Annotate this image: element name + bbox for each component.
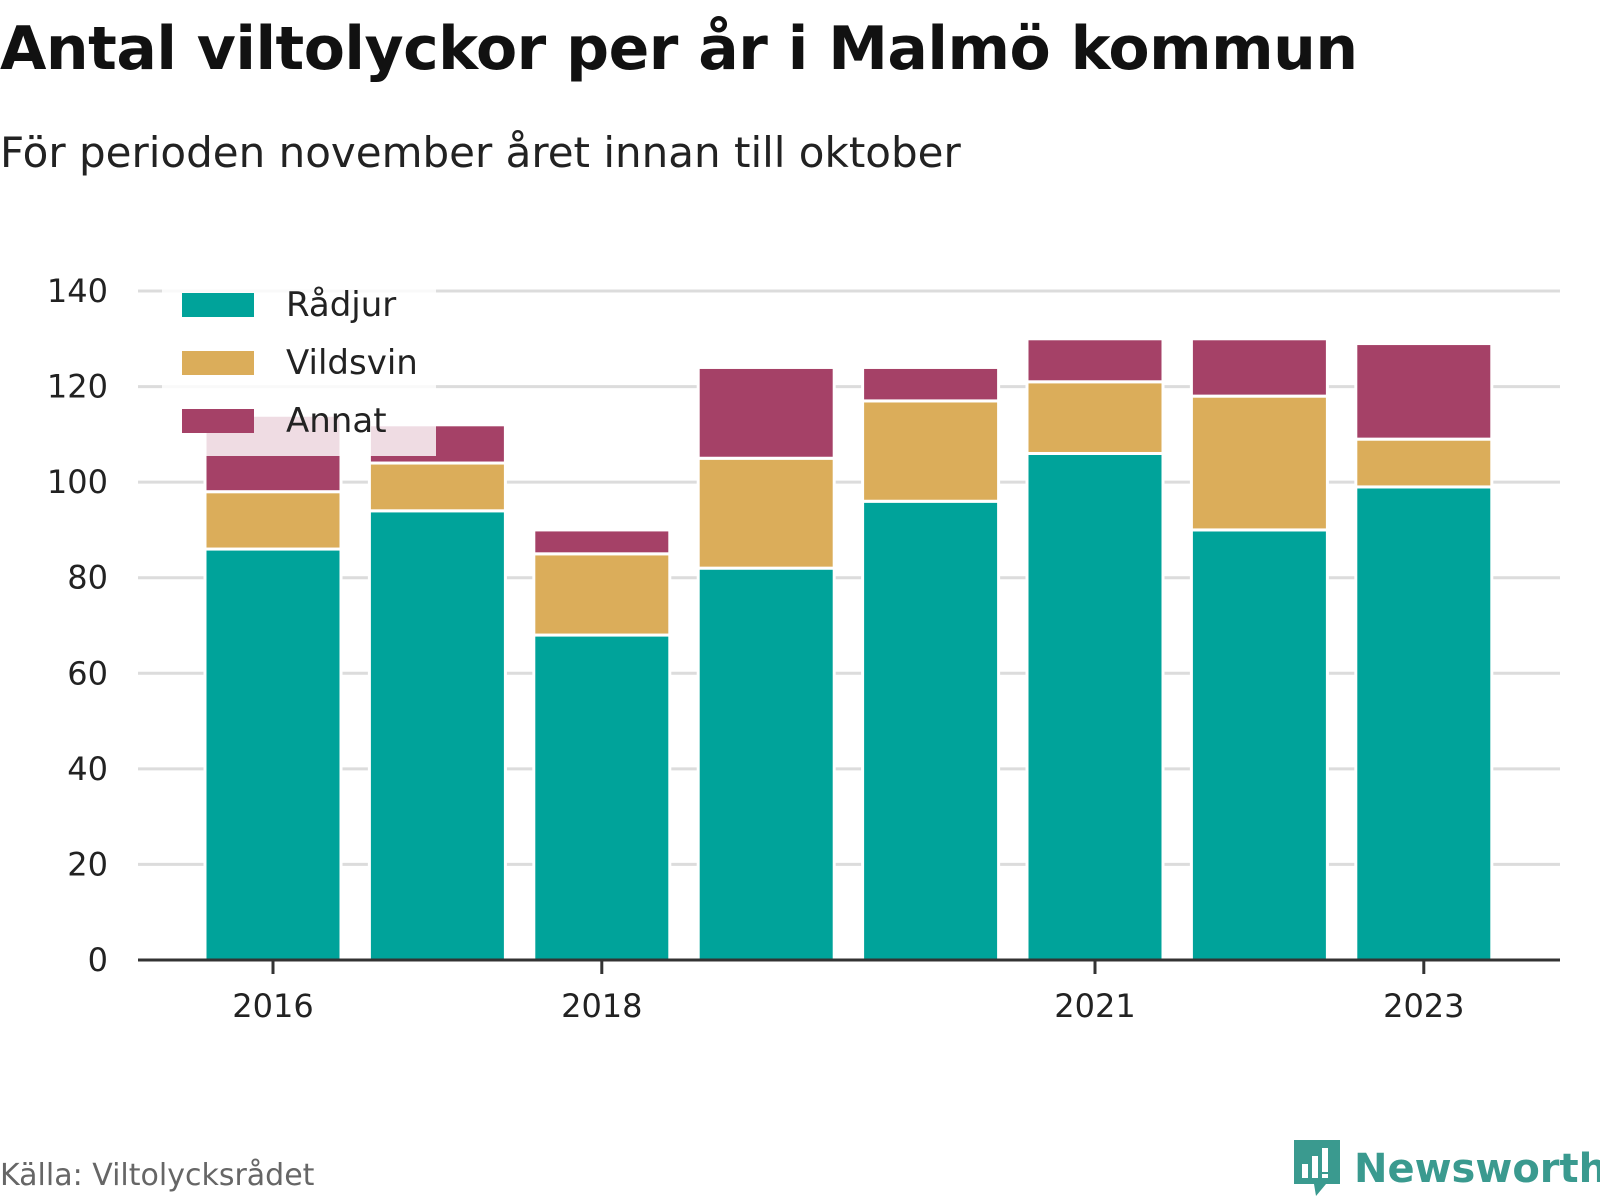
- y-axis-ticks: 0 20 40 60 80 100 120 140: [47, 272, 108, 979]
- stacked-bar-chart: 0 20 40 60 80 100 120 140 2016 2018 2021 2023 Rådj…: [47, 272, 1560, 1025]
- brand-logo: Newsworthy: [1292, 1138, 1600, 1200]
- bar-segment: [1354, 485, 1494, 962]
- y-tick-label: 120: [47, 368, 108, 406]
- x-tick-label: 2021: [1054, 987, 1135, 1025]
- bar-segment: [1189, 337, 1329, 398]
- y-tick-label: 140: [47, 272, 108, 310]
- bar-segment: [696, 365, 836, 460]
- brand-name: Newsworthy: [1354, 1146, 1600, 1192]
- x-axis-ticks: 2016 2018 2021 2023: [232, 960, 1465, 1025]
- y-tick-label: 60: [67, 654, 108, 692]
- bar-segment: [1354, 342, 1494, 441]
- bar-segment: [203, 490, 343, 551]
- bar-segment: [532, 552, 672, 637]
- bar-segment: [1189, 528, 1329, 962]
- x-tick-label: 2016: [232, 987, 313, 1025]
- bar-segment: [1189, 394, 1329, 532]
- bar-segment: [367, 461, 507, 513]
- bar-segment: [1025, 380, 1165, 455]
- x-tick-label: 2018: [561, 987, 642, 1025]
- chart-subtitle: För perioden november året innan till ok…: [0, 128, 961, 177]
- bar-segment: [861, 365, 1001, 403]
- bar-segment: [861, 399, 1001, 503]
- bar-segment: [696, 566, 836, 962]
- newsworthy-logo-icon: [1294, 1140, 1340, 1196]
- bar-segment: [1025, 337, 1165, 384]
- source-note: Källa: Viltolycksrådet: [0, 1158, 315, 1193]
- bar-segment: [861, 499, 1001, 962]
- bar-segment: [1025, 451, 1165, 962]
- legend-label: Vildsvin: [286, 343, 418, 383]
- legend-label: Rådjur: [286, 285, 396, 325]
- bar-segment: [532, 528, 672, 556]
- bar-segment: [203, 547, 343, 962]
- y-tick-label: 20: [67, 845, 108, 883]
- x-tick-label: 2023: [1383, 987, 1464, 1025]
- bar-segment: [696, 456, 836, 570]
- legend-swatch: [182, 293, 254, 317]
- bar-segment: [367, 509, 507, 962]
- legend-label: Annat: [286, 401, 387, 441]
- legend: Rådjur Vildsvin Annat: [162, 284, 436, 456]
- y-tick-label: 40: [67, 750, 108, 788]
- bar-segment: [532, 633, 672, 962]
- bar-segment: [1354, 437, 1494, 489]
- legend-swatch: [182, 351, 254, 375]
- legend-swatch: [182, 409, 254, 433]
- chart-title: Antal viltolyckor per år i Malmö kommun: [0, 14, 1358, 84]
- y-tick-label: 100: [47, 463, 108, 501]
- y-tick-label: 80: [67, 559, 108, 597]
- y-tick-label: 0: [88, 941, 108, 979]
